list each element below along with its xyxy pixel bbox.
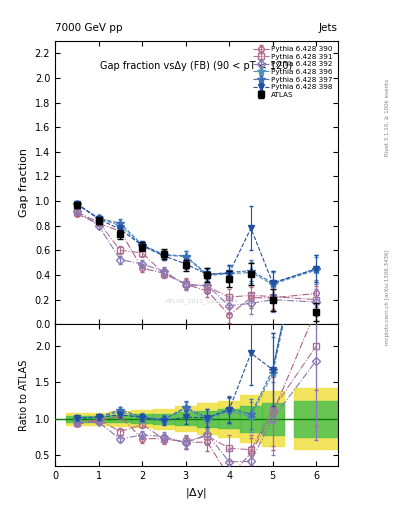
Y-axis label: Gap fraction: Gap fraction (19, 148, 29, 217)
Bar (218, 400, 240, 437)
Bar (175, 412, 196, 425)
Bar (131, 410, 153, 428)
Bar (153, 409, 175, 429)
Bar (88, 413, 109, 424)
Bar (196, 403, 218, 434)
Bar (175, 407, 196, 431)
Bar (196, 411, 218, 426)
Text: Rivet 3.1.10, ≥ 100k events: Rivet 3.1.10, ≥ 100k events (385, 79, 390, 156)
Text: 7000 GeV pp: 7000 GeV pp (55, 23, 123, 33)
Bar (131, 414, 153, 423)
Legend: Pythia 6.428 390, Pythia 6.428 391, Pythia 6.428 392, Pythia 6.428 396, Pythia 6: Pythia 6.428 390, Pythia 6.428 391, Pyth… (251, 45, 334, 99)
Text: Jets: Jets (319, 23, 338, 33)
Text: Gap fraction vsΔy (FB) (90 < pT < 120): Gap fraction vsΔy (FB) (90 < pT < 120) (100, 61, 293, 71)
X-axis label: |$\Delta$y|: |$\Delta$y| (185, 486, 208, 500)
Text: mcplots.cern.ch [arXiv:1306.3436]: mcplots.cern.ch [arXiv:1306.3436] (385, 249, 390, 345)
Bar (153, 414, 175, 424)
Bar (88, 416, 109, 421)
Bar (294, 388, 338, 449)
Bar (218, 409, 240, 428)
Bar (66, 413, 88, 424)
Bar (262, 391, 284, 446)
Text: ATLAS_2011_S9126244: ATLAS_2011_S9126244 (166, 298, 239, 305)
Bar (109, 415, 131, 422)
Bar (109, 412, 131, 426)
Bar (294, 400, 338, 437)
Y-axis label: Ratio to ATLAS: Ratio to ATLAS (19, 359, 29, 431)
Bar (240, 406, 262, 432)
Bar (66, 416, 88, 421)
Bar (262, 403, 284, 435)
Bar (240, 395, 262, 442)
